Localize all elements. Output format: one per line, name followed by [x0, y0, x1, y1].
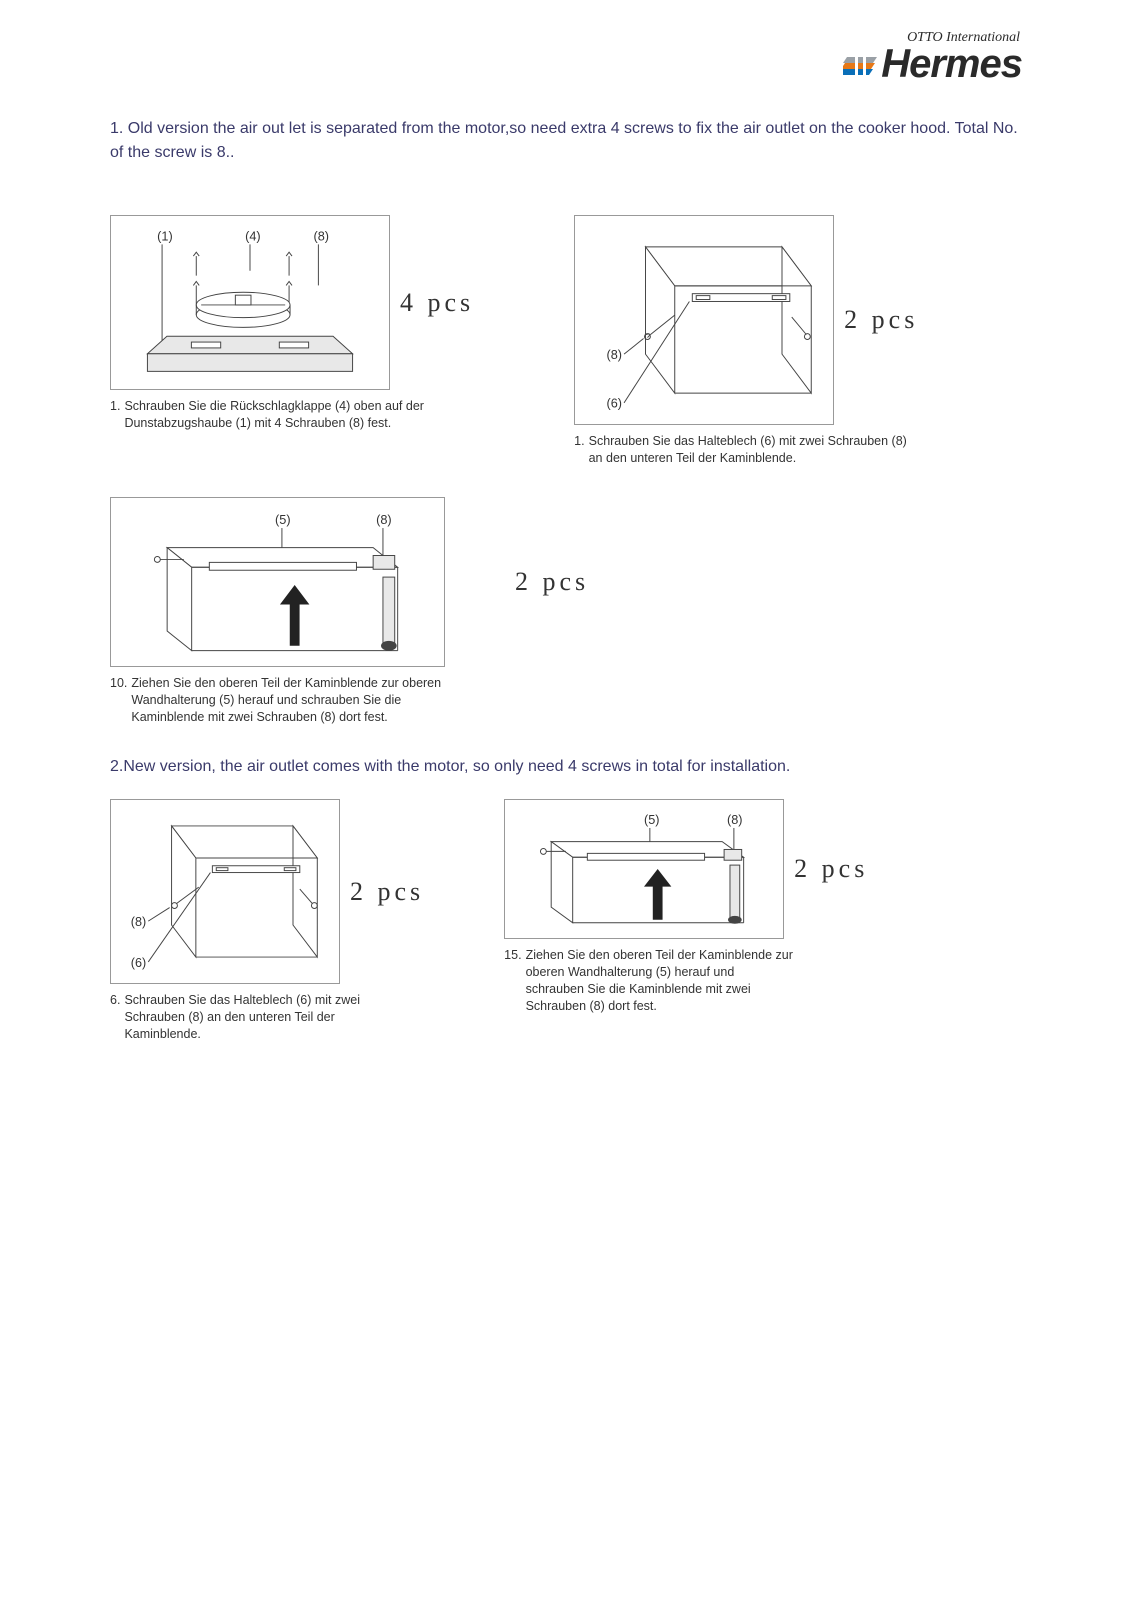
intro-paragraph-2: 2.New version, the air outlet comes with…	[110, 755, 1022, 779]
caption-num: 10.	[110, 675, 127, 726]
figure-2-caption: 1. Schrauben Sie das Halteblech (6) mit …	[574, 433, 914, 467]
qty-label-e: 2 pcs	[794, 854, 868, 884]
figure-3-caption: 10. Ziehen Sie den oberen Teil der Kamin…	[110, 675, 450, 726]
callout-8: (8)	[376, 512, 392, 527]
logo: OTTO International Hermes	[843, 30, 1022, 87]
figure-1: (1) (4) (8)	[110, 215, 474, 432]
intro-paragraph-1: 1. Old version the air out let is separa…	[110, 117, 1022, 165]
figure-3: (5) (8)	[110, 497, 589, 726]
qty-label-c: 2 pcs	[515, 567, 589, 597]
logo-text: Hermes	[881, 42, 1022, 87]
caption-text: Ziehen Sie den oberen Teil der Kaminblen…	[131, 675, 450, 726]
figure-5-illustration: (5) (8)	[504, 799, 784, 939]
section1-row2: (5) (8)	[110, 497, 1022, 726]
caption-num: 1.	[110, 398, 120, 432]
figure-5-caption: 15. Ziehen Sie den oberen Teil der Kamin…	[504, 947, 794, 1015]
callout-8: (8)	[607, 348, 622, 362]
figure-1-illustration: (1) (4) (8)	[110, 215, 390, 390]
figure-5: (5) (8) 2 pcs	[504, 799, 868, 1015]
caption-num: 1.	[574, 433, 584, 467]
caption-text: Schrauben Sie die Rückschlagklappe (4) o…	[124, 398, 450, 432]
qty-label-d: 2 pcs	[350, 877, 424, 907]
callout-8: (8)	[131, 915, 146, 929]
callout-1: (1)	[157, 229, 173, 243]
figure-4-illustration: (8) (6)	[110, 799, 340, 984]
qty-label-a: 4 pcs	[400, 288, 474, 318]
caption-num: 15.	[504, 947, 521, 1015]
callout-8: (8)	[314, 229, 330, 243]
caption-text: Schrauben Sie das Halteblech (6) mit zwe…	[589, 433, 915, 467]
callout-6: (6)	[607, 397, 622, 411]
figure-4-caption: 6. Schrauben Sie das Halteblech (6) mit …	[110, 992, 400, 1043]
caption-text: Schrauben Sie das Halteblech (6) mit zwe…	[124, 992, 400, 1043]
logo-area: OTTO International Hermes	[110, 30, 1022, 87]
callout-6: (6)	[131, 956, 146, 970]
figure-4: (8) (6) 2 pcs 6. Schrauben Sie das Halte…	[110, 799, 424, 1043]
qty-label-b: 2 pcs	[844, 305, 918, 335]
logo-main: Hermes	[843, 42, 1022, 87]
caption-num: 6.	[110, 992, 120, 1043]
figure-2: (8) (6) 2 pcs 1. Schrauben Sie das Halte…	[574, 215, 918, 467]
callout-4: (4)	[245, 229, 261, 243]
section1-row1: (1) (4) (8)	[110, 215, 1022, 467]
callout-5: (5)	[644, 813, 660, 827]
figure-1-caption: 1. Schrauben Sie die Rückschlagklappe (4…	[110, 398, 450, 432]
callout-5: (5)	[275, 512, 291, 527]
logo-icon	[843, 51, 879, 79]
figure-3-illustration: (5) (8)	[110, 497, 445, 667]
section2-row: (8) (6) 2 pcs 6. Schrauben Sie das Halte…	[110, 799, 1022, 1043]
callout-8: (8)	[727, 813, 743, 827]
caption-text: Ziehen Sie den oberen Teil der Kaminblen…	[526, 947, 795, 1015]
figure-2-illustration: (8) (6)	[574, 215, 834, 425]
